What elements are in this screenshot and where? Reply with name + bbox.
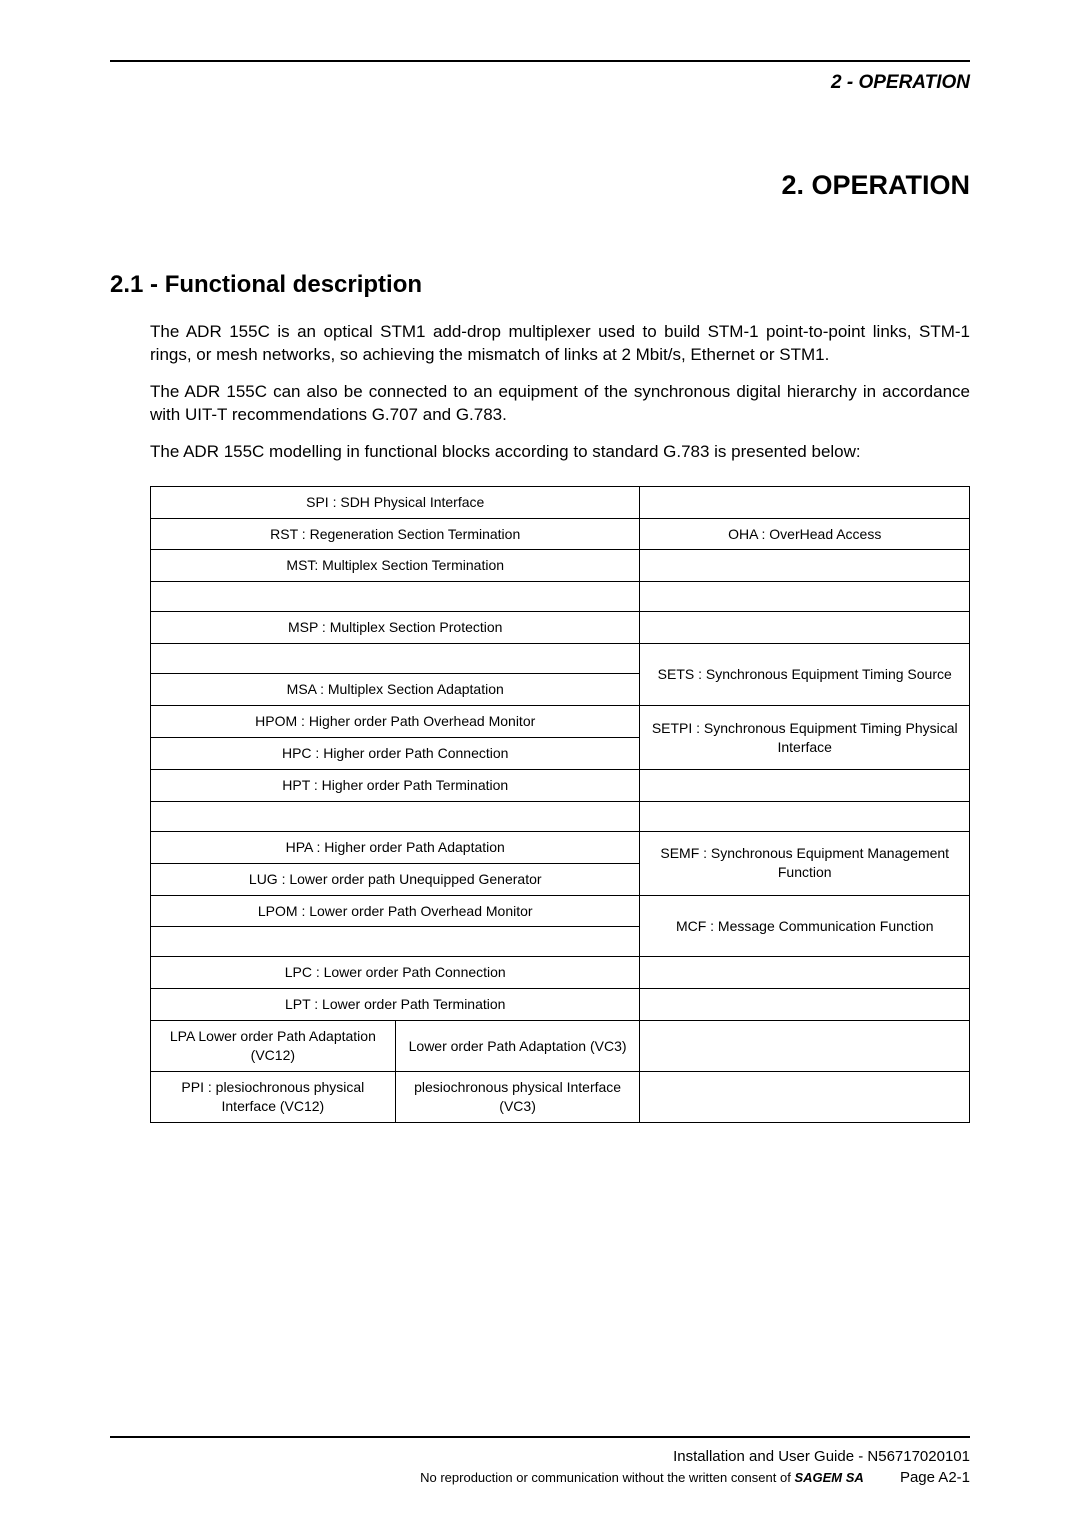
cell-left-blank-1 <box>151 582 640 612</box>
cell-right-blank-10 <box>640 1072 970 1123</box>
cell-left-blank-3 <box>151 801 640 831</box>
cell-lpc: LPC : Lower order Path Connection <box>151 957 640 989</box>
cell-hpt: HPT : Higher order Path Termination <box>151 769 640 801</box>
header-rule <box>110 60 970 62</box>
cell-mst: MST: Multiplex Section Termination <box>151 550 640 582</box>
cell-right-blank-1 <box>640 486 970 518</box>
cell-left-blank-2 <box>151 644 640 674</box>
cell-setpi: SETPI : Synchronous Equipment Timing Phy… <box>640 706 970 770</box>
chapter-title: 2. OPERATION <box>110 170 970 201</box>
cell-spi: SPI : SDH Physical Interface <box>151 486 640 518</box>
cell-oha: OHA : OverHead Access <box>640 518 970 550</box>
cell-right-blank-3 <box>640 582 970 612</box>
cell-msa: MSA : Multiplex Section Adaptation <box>151 674 640 706</box>
cell-left-blank-4 <box>151 927 640 957</box>
footer-company: SAGEM SA <box>794 1470 863 1485</box>
cell-right-blank-7 <box>640 957 970 989</box>
cell-lpt: LPT : Lower order Path Termination <box>151 989 640 1021</box>
cell-semf: SEMF : Synchronous Equipment Management … <box>640 831 970 895</box>
cell-ppi-vc3: plesiochronous physical Interface (VC3) <box>395 1072 640 1123</box>
cell-msp: MSP : Multiplex Section Protection <box>151 612 640 644</box>
cell-right-blank-8 <box>640 989 970 1021</box>
footer-line-1: Installation and User Guide - N567170201… <box>110 1446 970 1467</box>
cell-lug: LUG : Lower order path Unequipped Genera… <box>151 863 640 895</box>
paragraph-1: The ADR 155C is an optical STM1 add-drop… <box>150 321 970 367</box>
cell-lpa-vc12: LPA Lower order Path Adaptation (VC12) <box>151 1021 396 1072</box>
cell-right-blank-6 <box>640 801 970 831</box>
footer-rule <box>110 1436 970 1438</box>
paragraph-2: The ADR 155C can also be connected to an… <box>150 381 970 427</box>
cell-mcf: MCF : Message Communication Function <box>640 895 970 957</box>
footer-consent-text: No reproduction or communication without… <box>420 1470 794 1485</box>
cell-right-blank-2 <box>640 550 970 582</box>
cell-hpom: HPOM : Higher order Path Overhead Monito… <box>151 706 640 738</box>
running-header: 2 - OPERATION <box>831 72 970 94</box>
footer-page-number: Page A2-1 <box>900 1469 970 1486</box>
cell-lpa-vc3: Lower order Path Adaptation (VC3) <box>395 1021 640 1072</box>
cell-right-blank-4 <box>640 612 970 644</box>
cell-ppi-vc12: PPI : plesiochronous physical Interface … <box>151 1072 396 1123</box>
cell-sets: SETS : Synchronous Equipment Timing Sour… <box>640 644 970 706</box>
footer-line-2: No reproduction or communication without… <box>110 1467 970 1488</box>
section-title: 2.1 - Functional description <box>110 271 970 299</box>
functional-blocks-table: SPI : SDH Physical Interface RST : Regen… <box>150 486 970 1123</box>
page-footer: Installation and User Guide - N567170201… <box>110 1436 970 1488</box>
cell-rst: RST : Regeneration Section Termination <box>151 518 640 550</box>
paragraph-3: The ADR 155C modelling in functional blo… <box>150 441 970 464</box>
cell-hpc: HPC : Higher order Path Connection <box>151 738 640 770</box>
cell-hpa: HPA : Higher order Path Adaptation <box>151 831 640 863</box>
cell-right-blank-9 <box>640 1021 970 1072</box>
cell-lpom: LPOM : Lower order Path Overhead Monitor <box>151 895 640 927</box>
cell-right-blank-5 <box>640 769 970 801</box>
